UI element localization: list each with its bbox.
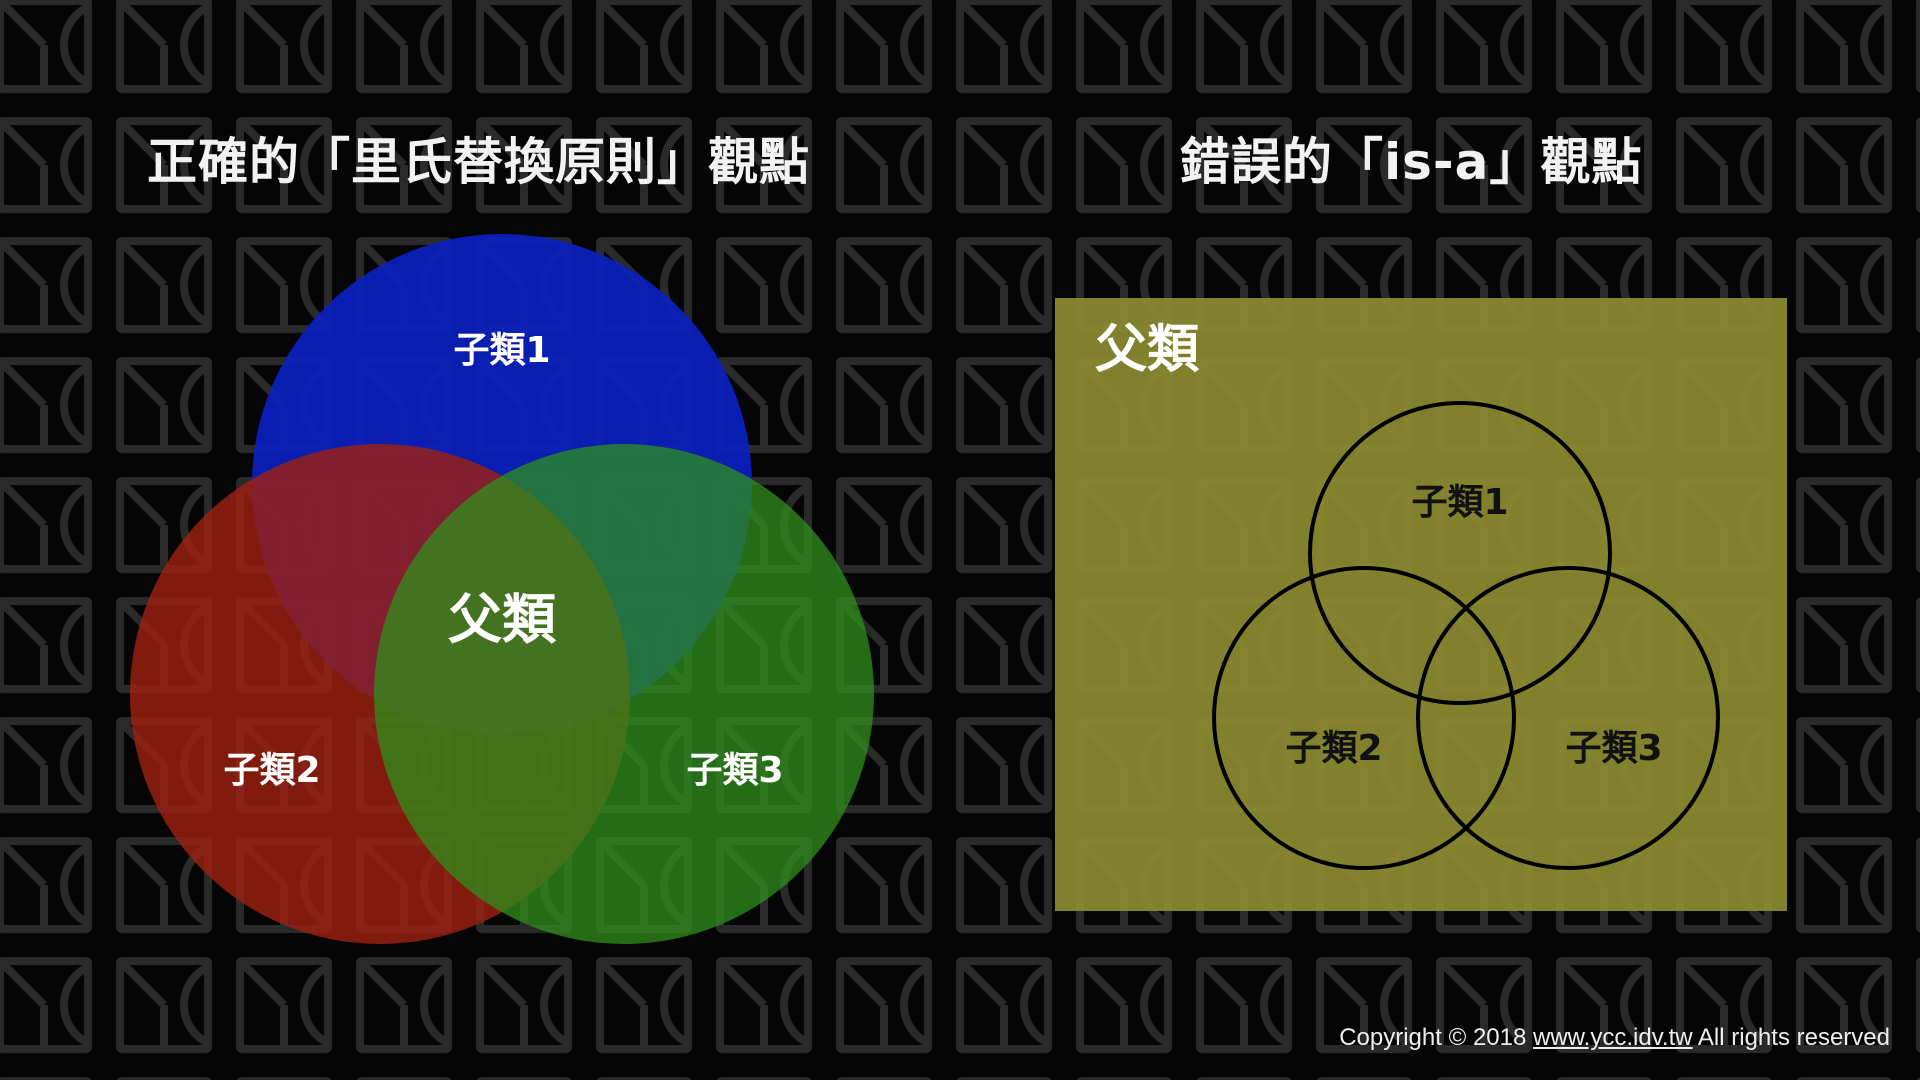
right-child3-circle <box>1416 566 1720 870</box>
copyright-notice: Copyright © 2018 www.ycc.idv.tw All righ… <box>1339 1024 1890 1052</box>
left-child3-label: 子類3 <box>686 750 783 791</box>
copyright-prefix: Copyright © 2018 <box>1339 1024 1527 1051</box>
site-link[interactable]: www.ycc.idv.tw <box>1533 1024 1693 1051</box>
right-child2-circle <box>1212 566 1516 870</box>
right-child1-label: 子類1 <box>1411 482 1508 523</box>
left-child2-label: 子類2 <box>223 750 320 791</box>
child3-circle <box>374 444 874 944</box>
left-child1-label: 子類1 <box>453 330 550 371</box>
right-child2-label: 子類2 <box>1285 728 1382 769</box>
right-parent-label: 父類 <box>1095 320 1200 380</box>
left-title: 正確的「里氏替換原則」觀點 <box>147 133 810 191</box>
right-title: 錯誤的「is-a」觀點 <box>1180 133 1643 191</box>
left-parent-label: 父類 <box>448 588 557 651</box>
right-child3-label: 子類3 <box>1565 728 1662 769</box>
copyright-suffix: All rights reserved <box>1697 1024 1890 1051</box>
right-child1-circle <box>1308 401 1612 705</box>
